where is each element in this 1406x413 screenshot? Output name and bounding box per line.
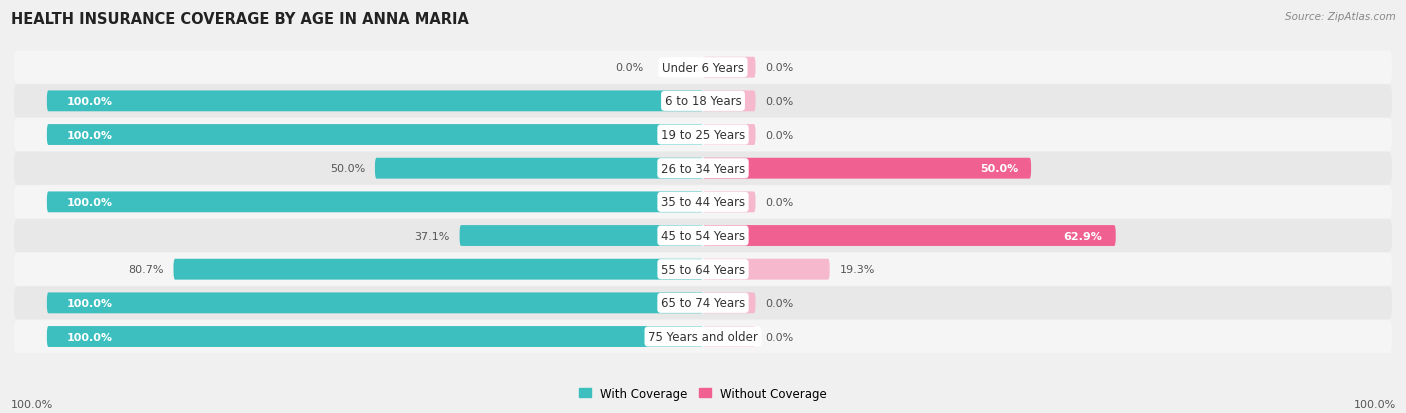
Text: 100.0%: 100.0% — [66, 332, 112, 342]
Text: 0.0%: 0.0% — [765, 130, 793, 140]
FancyBboxPatch shape — [375, 158, 703, 179]
FancyBboxPatch shape — [14, 119, 1392, 152]
Text: HEALTH INSURANCE COVERAGE BY AGE IN ANNA MARIA: HEALTH INSURANCE COVERAGE BY AGE IN ANNA… — [11, 12, 470, 27]
Text: 0.0%: 0.0% — [765, 97, 793, 107]
FancyBboxPatch shape — [46, 326, 703, 347]
FancyBboxPatch shape — [703, 225, 1116, 247]
Text: 0.0%: 0.0% — [765, 63, 793, 73]
Text: 26 to 34 Years: 26 to 34 Years — [661, 162, 745, 175]
FancyBboxPatch shape — [14, 287, 1392, 320]
FancyBboxPatch shape — [14, 186, 1392, 219]
Text: 6 to 18 Years: 6 to 18 Years — [665, 95, 741, 108]
Text: 100.0%: 100.0% — [66, 298, 112, 308]
Text: 55 to 64 Years: 55 to 64 Years — [661, 263, 745, 276]
Text: 65 to 74 Years: 65 to 74 Years — [661, 297, 745, 310]
Text: 19 to 25 Years: 19 to 25 Years — [661, 129, 745, 142]
FancyBboxPatch shape — [460, 225, 703, 247]
FancyBboxPatch shape — [14, 85, 1392, 118]
Text: 0.0%: 0.0% — [616, 63, 644, 73]
Text: 50.0%: 50.0% — [980, 164, 1018, 174]
Text: 100.0%: 100.0% — [66, 97, 112, 107]
FancyBboxPatch shape — [703, 91, 755, 112]
Text: 19.3%: 19.3% — [839, 265, 875, 275]
Text: 100.0%: 100.0% — [66, 130, 112, 140]
FancyBboxPatch shape — [14, 152, 1392, 185]
FancyBboxPatch shape — [703, 259, 830, 280]
Text: Source: ZipAtlas.com: Source: ZipAtlas.com — [1285, 12, 1396, 22]
Text: 35 to 44 Years: 35 to 44 Years — [661, 196, 745, 209]
FancyBboxPatch shape — [46, 293, 703, 313]
Text: 80.7%: 80.7% — [128, 265, 163, 275]
FancyBboxPatch shape — [703, 58, 755, 78]
FancyBboxPatch shape — [14, 253, 1392, 286]
Text: 100.0%: 100.0% — [66, 197, 112, 207]
Legend: With Coverage, Without Coverage: With Coverage, Without Coverage — [574, 382, 832, 404]
FancyBboxPatch shape — [46, 192, 703, 213]
FancyBboxPatch shape — [14, 219, 1392, 252]
FancyBboxPatch shape — [703, 293, 755, 313]
Text: 0.0%: 0.0% — [765, 197, 793, 207]
Text: 100.0%: 100.0% — [1354, 399, 1396, 409]
Text: 0.0%: 0.0% — [765, 298, 793, 308]
FancyBboxPatch shape — [173, 259, 703, 280]
FancyBboxPatch shape — [703, 125, 755, 146]
FancyBboxPatch shape — [14, 52, 1392, 85]
FancyBboxPatch shape — [703, 158, 1031, 179]
Text: 37.1%: 37.1% — [415, 231, 450, 241]
Text: 75 Years and older: 75 Years and older — [648, 330, 758, 343]
Text: Under 6 Years: Under 6 Years — [662, 62, 744, 74]
Text: 50.0%: 50.0% — [330, 164, 366, 174]
FancyBboxPatch shape — [703, 192, 755, 213]
FancyBboxPatch shape — [703, 326, 755, 347]
FancyBboxPatch shape — [46, 125, 703, 146]
FancyBboxPatch shape — [46, 91, 703, 112]
FancyBboxPatch shape — [14, 320, 1392, 353]
Text: 0.0%: 0.0% — [765, 332, 793, 342]
Text: 45 to 54 Years: 45 to 54 Years — [661, 230, 745, 242]
Text: 100.0%: 100.0% — [11, 399, 53, 409]
Text: 62.9%: 62.9% — [1064, 231, 1102, 241]
